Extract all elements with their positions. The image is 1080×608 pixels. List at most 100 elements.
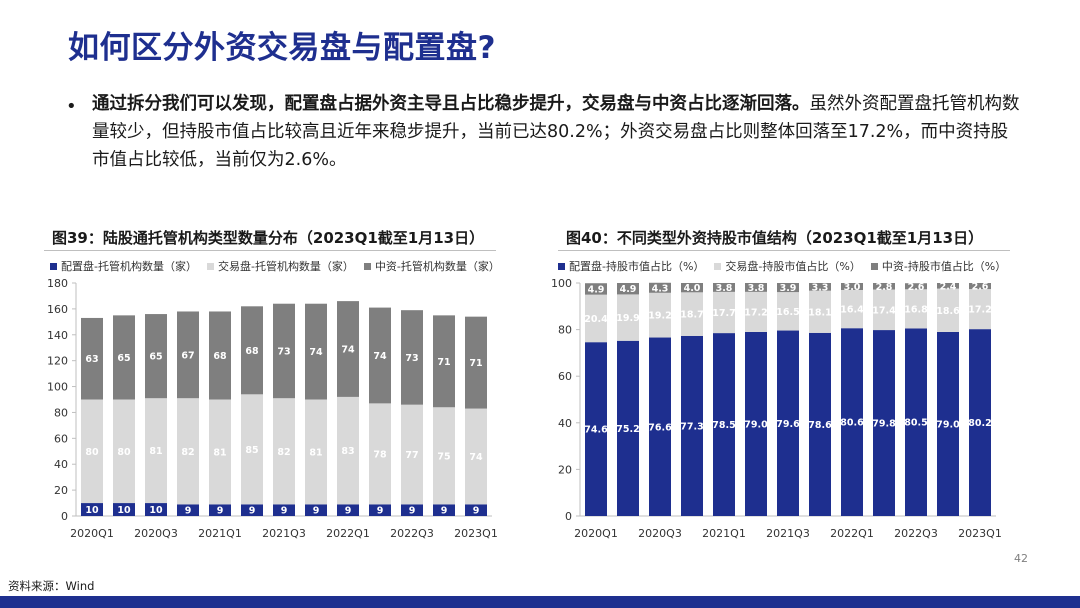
bar-config	[969, 329, 991, 516]
bar-value-label: 80	[117, 447, 131, 458]
bar-value-label: 77	[405, 450, 418, 461]
bar-value-label: 16.8	[904, 304, 928, 315]
bar-value-label: 76.6	[648, 422, 672, 433]
y-tick-label: 0	[61, 510, 68, 523]
bar-trading	[617, 294, 639, 341]
bar-config	[145, 503, 167, 516]
bar-value-label: 82	[277, 447, 290, 458]
source-note: 资料来源：Wind	[8, 579, 95, 593]
bar-trading	[777, 292, 799, 331]
bar-value-label: 71	[469, 358, 482, 369]
bar-domestic	[905, 283, 927, 290]
bar-value-label: 3.8	[748, 283, 765, 294]
y-tick-label: 100	[47, 381, 68, 394]
x-tick-label: 2023Q1	[454, 527, 498, 540]
bar-value-label: 79.6	[776, 419, 800, 430]
page-number: 42	[1014, 552, 1028, 565]
bar-config	[209, 504, 231, 516]
bar-domestic	[209, 311, 231, 400]
bar-value-label: 4.3	[652, 283, 669, 294]
bar-value-label: 74	[373, 351, 387, 362]
bar-value-label: 9	[473, 506, 480, 517]
bar-trading	[585, 294, 607, 343]
bar-value-label: 20.4	[584, 314, 608, 325]
bar-value-label: 9	[377, 506, 384, 517]
bar-value-label: 2.8	[876, 282, 893, 293]
bar-config	[905, 328, 927, 516]
bar-value-label: 9	[217, 506, 224, 517]
bar-value-label: 2.6	[908, 282, 925, 293]
bar-domestic	[585, 283, 607, 295]
bar-trading	[145, 398, 167, 504]
bar-value-label: 9	[441, 506, 448, 517]
bar-value-label: 85	[245, 445, 258, 456]
bar-value-label: 9	[409, 506, 416, 517]
bar-value-label: 4.0	[684, 283, 701, 294]
x-tick-label: 2020Q1	[574, 527, 618, 540]
bar-value-label: 3.0	[844, 282, 861, 293]
legend-swatch	[558, 262, 565, 270]
bar-config	[841, 328, 863, 516]
bar-domestic	[113, 315, 135, 400]
chart1-divider	[44, 250, 496, 251]
bar-config	[713, 333, 735, 516]
bar-value-label: 19.9	[616, 313, 639, 324]
bar-value-label: 78	[373, 449, 387, 460]
bar-value-label: 63	[85, 354, 98, 365]
legend-label: 中资-持股市值占比（%）	[881, 260, 1007, 273]
bar-config	[369, 504, 391, 516]
bar-value-label: 65	[149, 352, 162, 363]
x-tick-label: 2023Q1	[958, 527, 1002, 540]
bar-trading	[873, 289, 895, 331]
legend-label: 配置盘-托管机构数量（家）	[61, 260, 197, 273]
y-tick-label: 80	[558, 324, 572, 337]
legend-swatch	[50, 262, 57, 270]
bar-value-label: 75.2	[616, 424, 639, 435]
bar-value-label: 9	[345, 506, 352, 517]
bar-trading	[465, 408, 487, 505]
bar-domestic	[809, 283, 831, 291]
bar-domestic	[745, 283, 767, 292]
bar-trading	[649, 292, 671, 338]
y-tick-label: 20	[558, 463, 572, 476]
x-tick-label: 2020Q3	[134, 527, 178, 540]
legend-label: 配置盘-持股市值占比（%）	[569, 260, 705, 273]
bar-value-label: 16.4	[840, 305, 864, 316]
bar-config	[337, 504, 359, 516]
bar-value-label: 9	[313, 506, 320, 517]
bar-domestic	[465, 316, 487, 409]
bar-value-label: 68	[213, 351, 227, 362]
legend-item-trading: 交易盘-持股市值占比（%）	[714, 258, 861, 274]
bar-trading	[209, 399, 231, 505]
bar-config	[177, 504, 199, 516]
x-tick-label: 2021Q3	[766, 527, 810, 540]
x-tick-label: 2021Q1	[198, 527, 242, 540]
bar-trading	[401, 404, 423, 505]
bar-value-label: 18.6	[936, 306, 960, 317]
bar-domestic	[337, 301, 359, 397]
bar-config	[809, 332, 831, 516]
bar-config	[305, 504, 327, 516]
page-title: 如何区分外资交易盘与配置盘?	[68, 30, 496, 66]
x-tick-label: 2022Q3	[390, 527, 434, 540]
bar-domestic	[969, 283, 991, 290]
bar-value-label: 78.5	[712, 420, 735, 431]
legend-swatch	[206, 262, 214, 270]
legend-swatch	[714, 262, 722, 270]
chart2-legend: 配置盘-持股市值占比（%） 交易盘-持股市值占比（%） 中资-持股市值占比（%）	[558, 258, 1016, 274]
bar-domestic	[305, 303, 327, 400]
legend-item-domestic: 中资-托管机构数量（家）	[363, 258, 500, 274]
x-tick-label: 2022Q3	[894, 527, 938, 540]
legend-item-config: 配置盘-托管机构数量（家）	[50, 258, 197, 274]
bar-value-label: 79.8	[872, 419, 896, 430]
bar-trading	[177, 398, 199, 505]
bar-domestic	[241, 306, 263, 395]
bar-trading	[713, 291, 735, 334]
x-tick-label: 2022Q1	[830, 527, 874, 540]
legend-item-domestic: 中资-持股市值占比（%）	[870, 258, 1007, 274]
bar-trading	[113, 399, 135, 504]
bar-value-label: 71	[437, 357, 450, 368]
bar-value-label: 78.6	[808, 420, 832, 431]
bar-value-label: 9	[249, 506, 256, 517]
